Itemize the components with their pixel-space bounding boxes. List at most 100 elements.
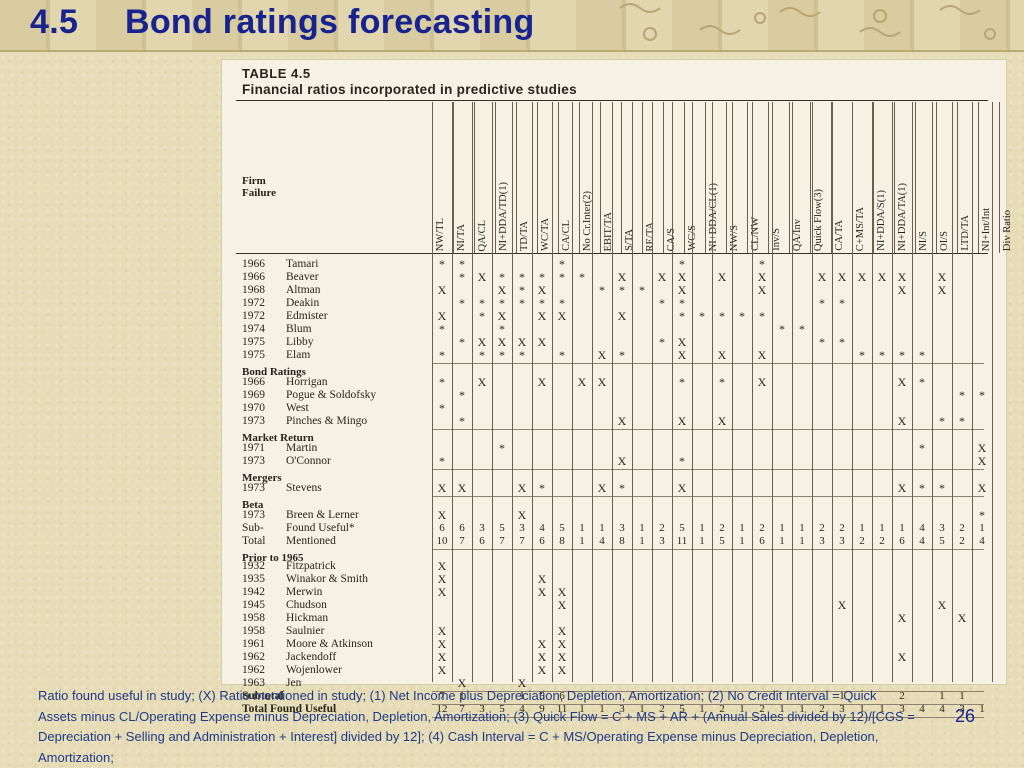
table-cell xyxy=(712,455,732,468)
table-cell xyxy=(652,638,672,651)
table-row: 1969 Pogue & Soldofsky * * * xyxy=(236,389,988,402)
table-cell xyxy=(892,560,912,573)
table-cell: X xyxy=(477,375,487,389)
table-caption: TABLE 4.5 xyxy=(242,66,311,81)
total-label: Subtotal xyxy=(242,690,284,702)
table-cell xyxy=(812,625,832,638)
table-cell xyxy=(832,625,852,638)
table-cell xyxy=(692,664,712,677)
table-cell xyxy=(852,560,872,573)
table-cell: * xyxy=(559,296,565,310)
table-cell xyxy=(932,336,952,349)
table-cell: X xyxy=(537,663,547,677)
row-year: 1962 xyxy=(242,664,265,676)
table-cell xyxy=(592,258,612,271)
total-row: Total Found Useful 12 7 3 5 4 9 11 1 1 3 1 2 5 1 2 1 2 1 1 2… xyxy=(236,703,988,716)
table-cell xyxy=(672,560,692,573)
table-cell xyxy=(692,612,712,625)
table-cell: X xyxy=(657,270,667,284)
table-cell xyxy=(572,586,592,599)
table-cell xyxy=(552,402,572,415)
table-cell xyxy=(892,323,912,336)
table-cell xyxy=(472,651,492,664)
table-cell xyxy=(832,482,852,495)
table-cell xyxy=(732,271,752,284)
table-cell xyxy=(732,402,752,415)
table-cell xyxy=(612,586,632,599)
section-label: Bond Ratings xyxy=(242,366,306,378)
table-cell: X xyxy=(837,598,847,612)
table-cell xyxy=(632,612,652,625)
table-cell: 1 xyxy=(639,522,645,534)
table-cell xyxy=(872,402,892,415)
table-cell: 4 xyxy=(599,535,605,547)
column-header: CA/TA xyxy=(831,102,852,253)
subtotal-label: Total xyxy=(242,535,266,547)
row-cells: X X X * X * X X * * X xyxy=(432,482,992,495)
table-cell xyxy=(852,455,872,468)
row-study-name: Martin xyxy=(286,442,318,454)
table-cell: * xyxy=(799,322,805,336)
table-cell xyxy=(972,586,992,599)
total-row: Subtotal 7 1 1 5 6 1 2 1 1 xyxy=(236,690,988,703)
grid-line xyxy=(452,102,453,682)
table-cell xyxy=(972,677,992,690)
row-year: 1972 xyxy=(242,297,265,309)
table-cell xyxy=(552,560,572,573)
row-year: 1966 xyxy=(242,271,265,283)
table-cell: * xyxy=(919,348,925,362)
table-cell xyxy=(632,509,652,522)
table-cell xyxy=(632,455,652,468)
grid-line xyxy=(972,102,973,682)
table-cell xyxy=(612,651,632,664)
grid-line xyxy=(872,102,873,682)
table-cell xyxy=(472,586,492,599)
table-cell: X xyxy=(677,481,687,495)
table-cell xyxy=(632,664,652,677)
table-cell xyxy=(872,638,892,651)
table-cell xyxy=(812,415,832,428)
table-cell xyxy=(472,442,492,455)
table-cell: X xyxy=(977,454,987,468)
table-cell: 1 xyxy=(459,690,465,702)
table-cell: X xyxy=(897,283,907,297)
table-cell xyxy=(472,455,492,468)
table-cell: X xyxy=(597,375,607,389)
table-cell xyxy=(972,690,992,703)
section-header-row: Mergers xyxy=(236,472,988,485)
table-cell xyxy=(492,638,512,651)
table-cell xyxy=(812,310,832,323)
table-cell: 6 xyxy=(439,522,445,534)
table-cell xyxy=(712,625,732,638)
table-cell xyxy=(792,651,812,664)
table-cell xyxy=(932,664,952,677)
grid-line xyxy=(552,102,553,682)
grid-line xyxy=(772,102,773,682)
table-cell: X xyxy=(437,585,447,599)
table-cell xyxy=(952,560,972,573)
table-cell: X xyxy=(937,270,947,284)
table-cell: 8 xyxy=(619,535,625,547)
table-cell xyxy=(912,573,932,586)
table-cell xyxy=(832,509,852,522)
table-row: 1968 Altman X X * X * * * X X X X xyxy=(236,284,988,297)
table-cell xyxy=(532,612,552,625)
firm-header-line: Firm xyxy=(242,175,266,187)
table-cell xyxy=(632,651,652,664)
table-cell xyxy=(572,349,592,362)
table-cell: 1 xyxy=(799,703,805,715)
table-cell: * xyxy=(619,481,625,495)
table-cell xyxy=(472,664,492,677)
row-year: 1973 xyxy=(242,482,265,494)
table-row: 1973 Breen & Lerner X X * xyxy=(236,509,988,522)
grid-line xyxy=(612,102,613,682)
table-cell xyxy=(452,599,472,612)
table-cell xyxy=(592,389,612,402)
table-cell: * xyxy=(979,508,985,522)
table-cell xyxy=(772,586,792,599)
table-cell: * xyxy=(439,401,445,415)
table-cell xyxy=(892,625,912,638)
table-cell xyxy=(652,455,672,468)
table-cell xyxy=(572,573,592,586)
